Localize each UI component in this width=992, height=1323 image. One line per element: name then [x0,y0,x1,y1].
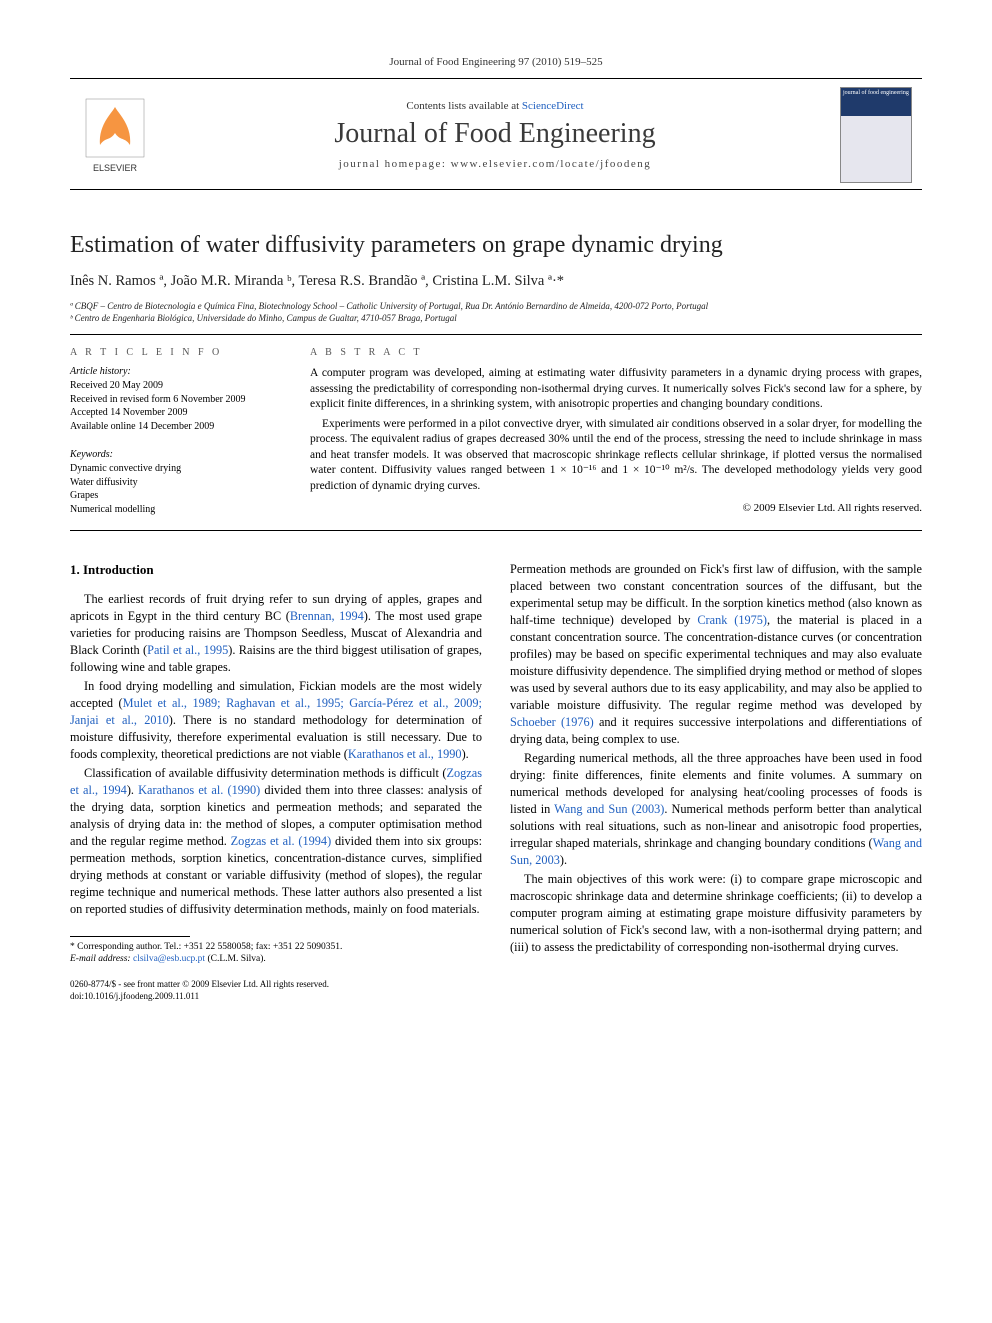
keyword: Water diffusivity [70,476,280,490]
history-line: Received in revised form 6 November 2009 [70,393,280,407]
history-line: Accepted 14 November 2009 [70,406,280,420]
abstract-copyright: © 2009 Elsevier Ltd. All rights reserved… [310,502,922,514]
abstract-block: A B S T R A C T A computer program was d… [310,347,922,516]
keyword: Numerical modelling [70,503,280,517]
keywords-head: Keywords: [70,449,280,460]
keyword: Dynamic convective drying [70,462,280,476]
sciencedirect-link[interactable]: ScienceDirect [522,100,584,112]
publisher-logo-text: ELSEVIER [93,163,138,173]
journal-homepage-link[interactable]: journal homepage: www.elsevier.com/locat… [166,158,824,170]
page-footer: 0260-8774/$ - see front matter © 2009 El… [70,979,482,1002]
section-title: Introduction [83,562,154,577]
history-line: Received 20 May 2009 [70,379,280,393]
body-para: Regarding numerical methods, all the thr… [510,750,922,869]
abstract-para: Experiments were performed in a pilot co… [310,417,922,495]
section-number: 1. [70,562,80,577]
cover-label: journal of food engineering [843,90,909,97]
masthead: ELSEVIER Contents lists available at Sci… [70,79,922,190]
page-root: Journal of Food Engineering 97 (2010) 51… [0,0,992,1043]
history-lines: Received 20 May 2009 Received in revised… [70,379,280,433]
right-column: Permeation methods are grounded on Fick'… [510,561,922,1002]
publisher-logo: ELSEVIER [80,95,150,175]
footer-line1: 0260-8774/$ - see front matter © 2009 El… [70,979,482,991]
corr-email-link[interactable]: clsilva@esb.ucp.pt [133,954,205,964]
abstract-para: A computer program was developed, aiming… [310,366,922,413]
article-title: Estimation of water diffusivity paramete… [70,232,922,259]
history-head: Article history: [70,366,280,377]
body-para: Classification of available diffusivity … [70,765,482,918]
affiliations: ª CBQF – Centro de Biotecnologia e Quími… [70,300,922,324]
corr-email-person: (C.L.M. Silva). [207,954,265,964]
history-line: Available online 14 December 2009 [70,420,280,434]
footnote-rule [70,936,190,937]
contents-prefix: Contents lists available at [406,100,521,112]
corresponding-footnote: * Corresponding author. Tel.: +351 22 55… [70,941,482,966]
email-label: E-mail address: [70,954,131,964]
corr-line: * Corresponding author. Tel.: +351 22 55… [70,941,482,953]
body-para: In food drying modelling and simulation,… [70,678,482,763]
abstract-text: A computer program was developed, aiming… [310,366,922,494]
article-info-head: A R T I C L E I N F O [70,347,280,358]
section-heading: 1. Introduction [70,561,482,579]
journal-name: Journal of Food Engineering [166,118,824,150]
left-column: 1. Introduction The earliest records of … [70,561,482,1002]
keywords-lines: Dynamic convective drying Water diffusiv… [70,462,280,516]
title-block: Estimation of water diffusivity paramete… [70,232,922,324]
article-info-block: A R T I C L E I N F O Article history: R… [70,347,280,516]
body-para: The earliest records of fruit drying ref… [70,591,482,676]
corr-email-line: E-mail address: clsilva@esb.ucp.pt (C.L.… [70,953,482,965]
affiliation-a: ª CBQF – Centro de Biotecnologia e Quími… [70,300,922,312]
keyword: Grapes [70,489,280,503]
abstract-head: A B S T R A C T [310,347,922,358]
contents-line: Contents lists available at ScienceDirec… [166,100,824,112]
body-para: The main objectives of this work were: (… [510,871,922,956]
affiliation-b: ᵇ Centro de Engenharia Biológica, Univer… [70,312,922,324]
journal-cover-thumbnail: journal of food engineering [840,87,912,183]
info-row: A R T I C L E I N F O Article history: R… [70,335,922,531]
body-para: Permeation methods are grounded on Fick'… [510,561,922,748]
masthead-center: Contents lists available at ScienceDirec… [166,100,824,170]
body-columns: 1. Introduction The earliest records of … [70,561,922,1002]
footer-line2: doi:10.1016/j.jfoodeng.2009.11.011 [70,991,482,1003]
authors-line: Inês N. Ramos ª, João M.R. Miranda ᵇ, Te… [70,273,922,290]
running-head: Journal of Food Engineering 97 (2010) 51… [70,56,922,68]
